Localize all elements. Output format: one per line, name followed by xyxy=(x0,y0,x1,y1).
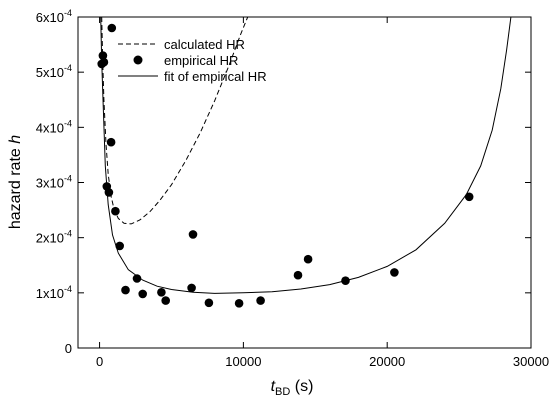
x-tick-label: 20000 xyxy=(369,354,405,369)
legend-item-empirical-hr: empirical HR xyxy=(133,53,238,68)
empirical-hr-point xyxy=(157,288,166,297)
y-tick-label: 4x10-4 xyxy=(36,118,72,135)
fit-empirical-hr-curve xyxy=(100,17,512,294)
empirical-hr-point xyxy=(341,276,350,286)
y-axis-ticks: 0 1x10-4 2x10-4 3x10-4 4x10-4 5x10-4 6x10-4 xyxy=(36,8,531,356)
empirical-hr-point xyxy=(161,296,170,305)
y-tick-label: 0 xyxy=(65,341,72,356)
legend-item-fit-empirical-hr: fit of empirical HR xyxy=(118,69,267,84)
x-axis-title: tBD (s) xyxy=(271,378,314,398)
y-tick-label: 1x10-4 xyxy=(36,284,72,301)
legend: calculated HR empirical HR fit of empiri… xyxy=(118,37,267,84)
empirical-hr-point xyxy=(138,289,147,299)
x-tick-label: 0 xyxy=(96,354,103,369)
empirical-hr-point xyxy=(390,268,399,277)
legend-label-fit-empirical-hr: fit of empirical HR xyxy=(164,69,267,84)
empirical-hr-point xyxy=(303,254,313,264)
legend-swatch-dot xyxy=(133,55,143,65)
y-tick-label: 3x10-4 xyxy=(36,174,72,191)
y-axis-title: hazard rate h xyxy=(7,135,24,229)
x-tick-label: 10000 xyxy=(225,354,261,369)
empirical-hr-point xyxy=(98,51,108,60)
empirical-hr-point xyxy=(204,298,214,308)
legend-label-calculated-hr: calculated HR xyxy=(164,37,245,52)
series-points xyxy=(97,23,474,308)
empirical-hr-point xyxy=(99,57,109,67)
empirical-hr-point xyxy=(256,296,265,305)
plot-frame xyxy=(77,16,532,349)
empirical-hr-point xyxy=(464,192,474,202)
empirical-hr-point xyxy=(293,270,303,280)
empirical-hr-point xyxy=(187,283,196,293)
calculated-hr-curve xyxy=(101,17,249,225)
empirical-hr-point xyxy=(107,23,117,33)
series-lines xyxy=(100,17,512,294)
y-tick-label: 2x10-4 xyxy=(36,229,72,246)
y-tick-label: 5x10-4 xyxy=(36,63,72,80)
empirical-hr-point xyxy=(132,274,142,283)
empirical-hr-point xyxy=(115,241,124,251)
legend-item-calculated-hr: calculated HR xyxy=(118,37,245,52)
empirical-hr-point xyxy=(111,206,120,216)
x-tick-label: 30000 xyxy=(513,354,549,369)
empirical-hr-point xyxy=(104,188,114,197)
legend-label-empirical-hr: empirical HR xyxy=(164,53,238,68)
empirical-hr-point xyxy=(234,299,244,308)
empirical-hr-point xyxy=(188,230,198,239)
empirical-hr-point xyxy=(106,137,116,147)
empirical-hr-point xyxy=(121,285,130,295)
x-axis-ticks: 0 10000 20000 30000 xyxy=(96,17,549,369)
y-tick-label: 6x10-4 xyxy=(36,8,72,25)
